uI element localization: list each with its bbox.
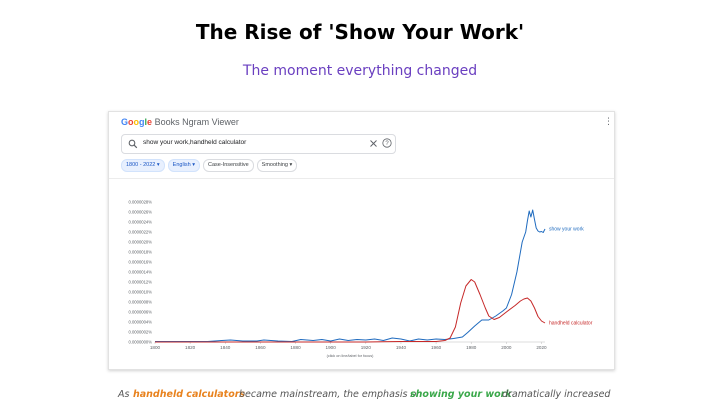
chevron-down-icon: ▾: [289, 162, 293, 168]
search-query: show your work,handheld calculator: [143, 139, 247, 146]
y-tick-label: 0.0000016%: [128, 260, 152, 265]
logo-letter: o: [128, 117, 134, 127]
clear-icon[interactable]: [368, 138, 379, 149]
x-tick-label: 2020: [536, 345, 547, 350]
divider: [109, 178, 614, 179]
caption-text-2: became mainstream, the emphasis on: [239, 389, 423, 400]
y-tick-label: 0.0000014%: [128, 270, 152, 275]
search-icon: [128, 139, 138, 149]
series-line-handheld-calculator: [155, 279, 546, 343]
slide-title: The Rise of 'Show Your Work': [195, 20, 525, 44]
x-axis-label: (click on line/label for focus): [327, 354, 375, 358]
case-label: Case-Insensitive: [208, 162, 249, 168]
slide-subtitle: The moment everything changed: [242, 63, 478, 79]
year-range-label: 1800 - 2022: [126, 162, 156, 168]
caption-highlight-show-your-work: showing your work: [410, 389, 512, 400]
case-insensitive-chip[interactable]: Case-Insensitive: [203, 159, 254, 172]
y-tick-label: 0.0000026%: [128, 210, 152, 215]
x-tick-label: 1960: [431, 345, 442, 350]
ngram-chart: 0.0000000% 0.0000002% 0.0000004% 0.0000006%…: [128, 200, 593, 359]
x-tick-label: 1920: [361, 345, 372, 350]
series-label-handheld-calculator: handheld calculator: [549, 321, 593, 327]
chevron-down-icon: ▾: [156, 162, 160, 168]
search-input[interactable]: show your work,handheld calculator ?: [121, 134, 396, 154]
smoothing-chip[interactable]: Smoothing ▾: [256, 159, 298, 172]
more-options-icon[interactable]: ⋮: [604, 117, 613, 127]
logo-letter: o: [133, 117, 140, 127]
caption-text-3: dramatically increased: [502, 389, 611, 400]
ngram-viewer-screenshot: Google Books Ngram Viewer ⋮ show your wo…: [108, 111, 615, 370]
y-tick-label: 0.0000008%: [128, 300, 152, 305]
google-books-logo: Google Books Ngram Viewer: [121, 117, 239, 127]
logo-letter: l: [144, 117, 148, 127]
language-chip[interactable]: English ▾: [167, 159, 200, 172]
y-tick-label: 0.0000028%: [128, 200, 152, 205]
y-tick-label: 0.0000004%: [128, 320, 152, 325]
chevron-down-icon: ▾: [192, 162, 195, 168]
y-tick-label: 0.0000006%: [128, 310, 152, 315]
x-tick-label: 1820: [185, 345, 196, 350]
language-label: English: [172, 162, 191, 168]
y-tick-label: 0.0000018%: [128, 250, 152, 255]
y-tick-label: 0.0000020%: [128, 240, 152, 245]
product-name: Books Ngram Viewer: [154, 117, 239, 127]
google-wordmark: Google: [121, 117, 155, 127]
caption: As handheld calculators became mainstrea…: [0, 389, 720, 403]
x-tick-label: 2000: [501, 345, 512, 350]
y-tick-label: 0.0000024%: [128, 220, 152, 225]
smoothing-label: Smoothing: [261, 162, 288, 168]
svg-text:?: ?: [385, 141, 389, 147]
logo-letter: e: [147, 117, 153, 127]
caption-highlight-calculators: handheld calculators: [133, 389, 246, 400]
x-tick-label: 1800: [150, 345, 161, 350]
x-tick-label: 1940: [396, 345, 407, 350]
help-icon[interactable]: ?: [382, 138, 392, 148]
caption-text-1: As: [118, 389, 130, 400]
x-tick-label: 1980: [466, 345, 477, 350]
series-line-show-your-work: [155, 209, 546, 342]
x-tick-label: 1900: [326, 345, 337, 350]
year-range-chip[interactable]: 1800 - 2022 ▾: [121, 159, 165, 172]
x-tick-label: 1860: [255, 345, 266, 350]
y-tick-label: 0.0000000%: [128, 340, 152, 345]
filter-chips: 1800 - 2022 ▾ English ▾ Case-Insensitive…: [121, 159, 298, 172]
logo-letter: g: [139, 117, 145, 127]
logo-letter: G: [121, 117, 129, 127]
y-tick-label: 0.0000002%: [128, 330, 152, 335]
series-label-show-your-work: show your work: [549, 227, 584, 233]
x-tick-label: 1880: [290, 345, 301, 350]
y-tick-label: 0.0000010%: [128, 290, 152, 295]
x-tick-label: 1840: [220, 345, 231, 350]
y-tick-label: 0.0000022%: [128, 230, 152, 235]
y-tick-label: 0.0000012%: [128, 280, 152, 285]
